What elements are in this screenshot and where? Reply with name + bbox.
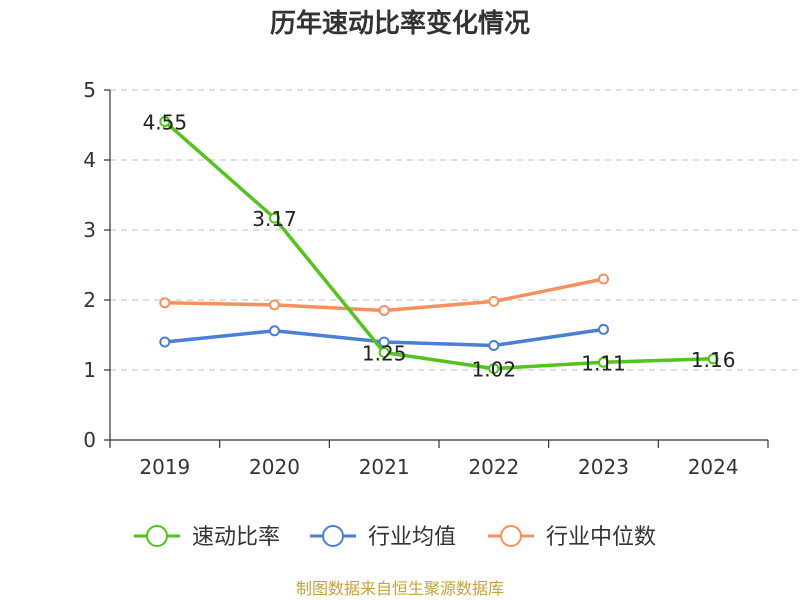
y-tick-label: 0 [83, 428, 96, 452]
legend-item-0[interactable]: 速动比率 [134, 525, 280, 550]
series-group [159, 116, 719, 375]
data-point [269, 325, 280, 337]
y-tick-label: 3 [83, 218, 96, 242]
data-point [378, 347, 390, 358]
data-point [159, 297, 171, 309]
legend-item-2[interactable]: 行业中位数 [488, 525, 656, 550]
legend-label: 行业均值 [368, 525, 456, 550]
chart-title: 历年速动比率变化情况 [270, 8, 530, 39]
data-point [378, 336, 390, 348]
legend-marker-icon [146, 525, 168, 547]
data-label: 1.25 [362, 342, 407, 366]
legend-marker-icon [322, 525, 344, 547]
series-line-0 [163, 119, 715, 371]
data-point [707, 353, 719, 365]
source-note: 制图数据来自恒生聚源数据库 [296, 579, 504, 598]
axes: 0 1 2 3 4 5 2019 2020 2021 2022 2023 2024 [83, 78, 769, 479]
y-tick-label: 4 [83, 148, 96, 172]
data-point [598, 356, 609, 368]
legend-marker-icon [500, 525, 522, 547]
data-point [598, 273, 609, 285]
y-tick-label: 5 [83, 78, 96, 102]
data-label: 3.17 [252, 207, 297, 231]
x-tick-label: 2023 [578, 455, 629, 479]
data-label: 1.02 [472, 358, 517, 382]
legend-label: 速动比率 [192, 525, 280, 550]
legend-label: 行业中位数 [546, 525, 656, 550]
data-point [159, 116, 171, 127]
legend[interactable]: 速动比率 行业均值 行业中位数 [134, 525, 656, 550]
data-label: 4.55 [143, 111, 188, 135]
data-labels: 4.55 3.17 1.25 1.02 1.11 1.16 [143, 111, 736, 382]
data-point [488, 340, 500, 351]
data-point [269, 299, 280, 311]
data-point [598, 323, 609, 335]
data-point [159, 336, 171, 348]
x-tick-label: 2019 [139, 455, 190, 479]
grid [110, 89, 798, 371]
x-tick-label: 2020 [249, 455, 300, 479]
y-tick-label: 2 [83, 288, 96, 312]
data-label: 1.16 [691, 348, 736, 372]
data-point [488, 295, 500, 307]
data-point [378, 305, 390, 316]
x-tick-label: 2022 [468, 455, 519, 479]
data-point [488, 363, 500, 375]
data-label: 1.11 [581, 351, 626, 375]
legend-item-1[interactable]: 行业均值 [310, 525, 456, 550]
y-tick-label: 1 [83, 358, 96, 382]
x-tick-label: 2021 [359, 455, 410, 479]
data-point [269, 212, 280, 224]
x-tick-label: 2024 [688, 455, 739, 479]
